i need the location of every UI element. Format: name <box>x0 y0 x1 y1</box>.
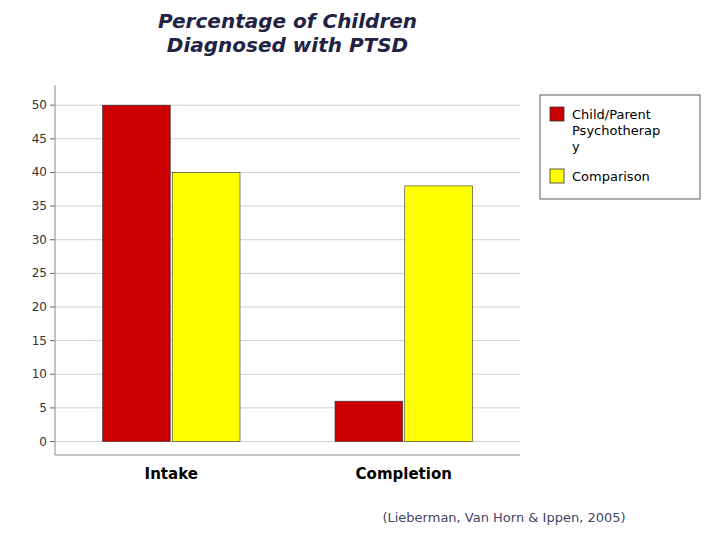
tick-mark <box>50 441 55 442</box>
tick-mark <box>50 307 55 308</box>
tick-label: 5 <box>39 401 47 415</box>
category-label: Completion <box>356 465 452 483</box>
tick-mark <box>50 374 55 375</box>
tick-label: 30 <box>32 233 47 247</box>
tick-mark <box>50 138 55 139</box>
tick-label: 0 <box>39 435 47 449</box>
legend-swatch <box>550 107 564 121</box>
tick-mark <box>50 206 55 207</box>
tick-mark <box>50 340 55 341</box>
chart-svg: Percentage of ChildrenDiagnosed with PTS… <box>0 0 720 540</box>
tick-label: 15 <box>32 334 47 348</box>
category-label: Intake <box>145 465 198 483</box>
bar <box>335 401 403 441</box>
legend-label: Comparison <box>572 169 650 184</box>
bars <box>103 105 473 441</box>
tick-label: 50 <box>32 98 47 112</box>
tick-label: 40 <box>32 165 47 179</box>
legend: Child/ParentPsychotherapy Comparison <box>540 95 700 199</box>
tick-mark <box>50 105 55 106</box>
tick-label: 25 <box>32 266 47 280</box>
y-axis: 0 5 10 15 20 25 30 35 40 45 50 <box>32 98 520 448</box>
legend-label: Child/ParentPsychotherapy <box>572 107 660 154</box>
chart-container: Percentage of ChildrenDiagnosed with PTS… <box>0 0 720 540</box>
x-axis-line <box>55 455 520 456</box>
y-axis-line <box>55 85 56 455</box>
bar <box>172 172 240 441</box>
tick-mark <box>50 407 55 408</box>
bar <box>405 186 473 442</box>
tick-label: 45 <box>32 132 47 146</box>
bar <box>103 105 171 441</box>
subtitle: (Lieberman, Van Horn & Ippen, 2005) <box>382 510 625 525</box>
tick-mark <box>50 273 55 274</box>
tick-label: 35 <box>32 199 47 213</box>
legend-frame <box>540 95 700 199</box>
tick-label: 10 <box>32 367 47 381</box>
title: Percentage of ChildrenDiagnosed with PTS… <box>158 9 417 57</box>
tick-mark <box>50 239 55 240</box>
legend-swatch <box>550 169 564 183</box>
tick-mark <box>50 172 55 173</box>
tick-label: 20 <box>32 300 47 314</box>
